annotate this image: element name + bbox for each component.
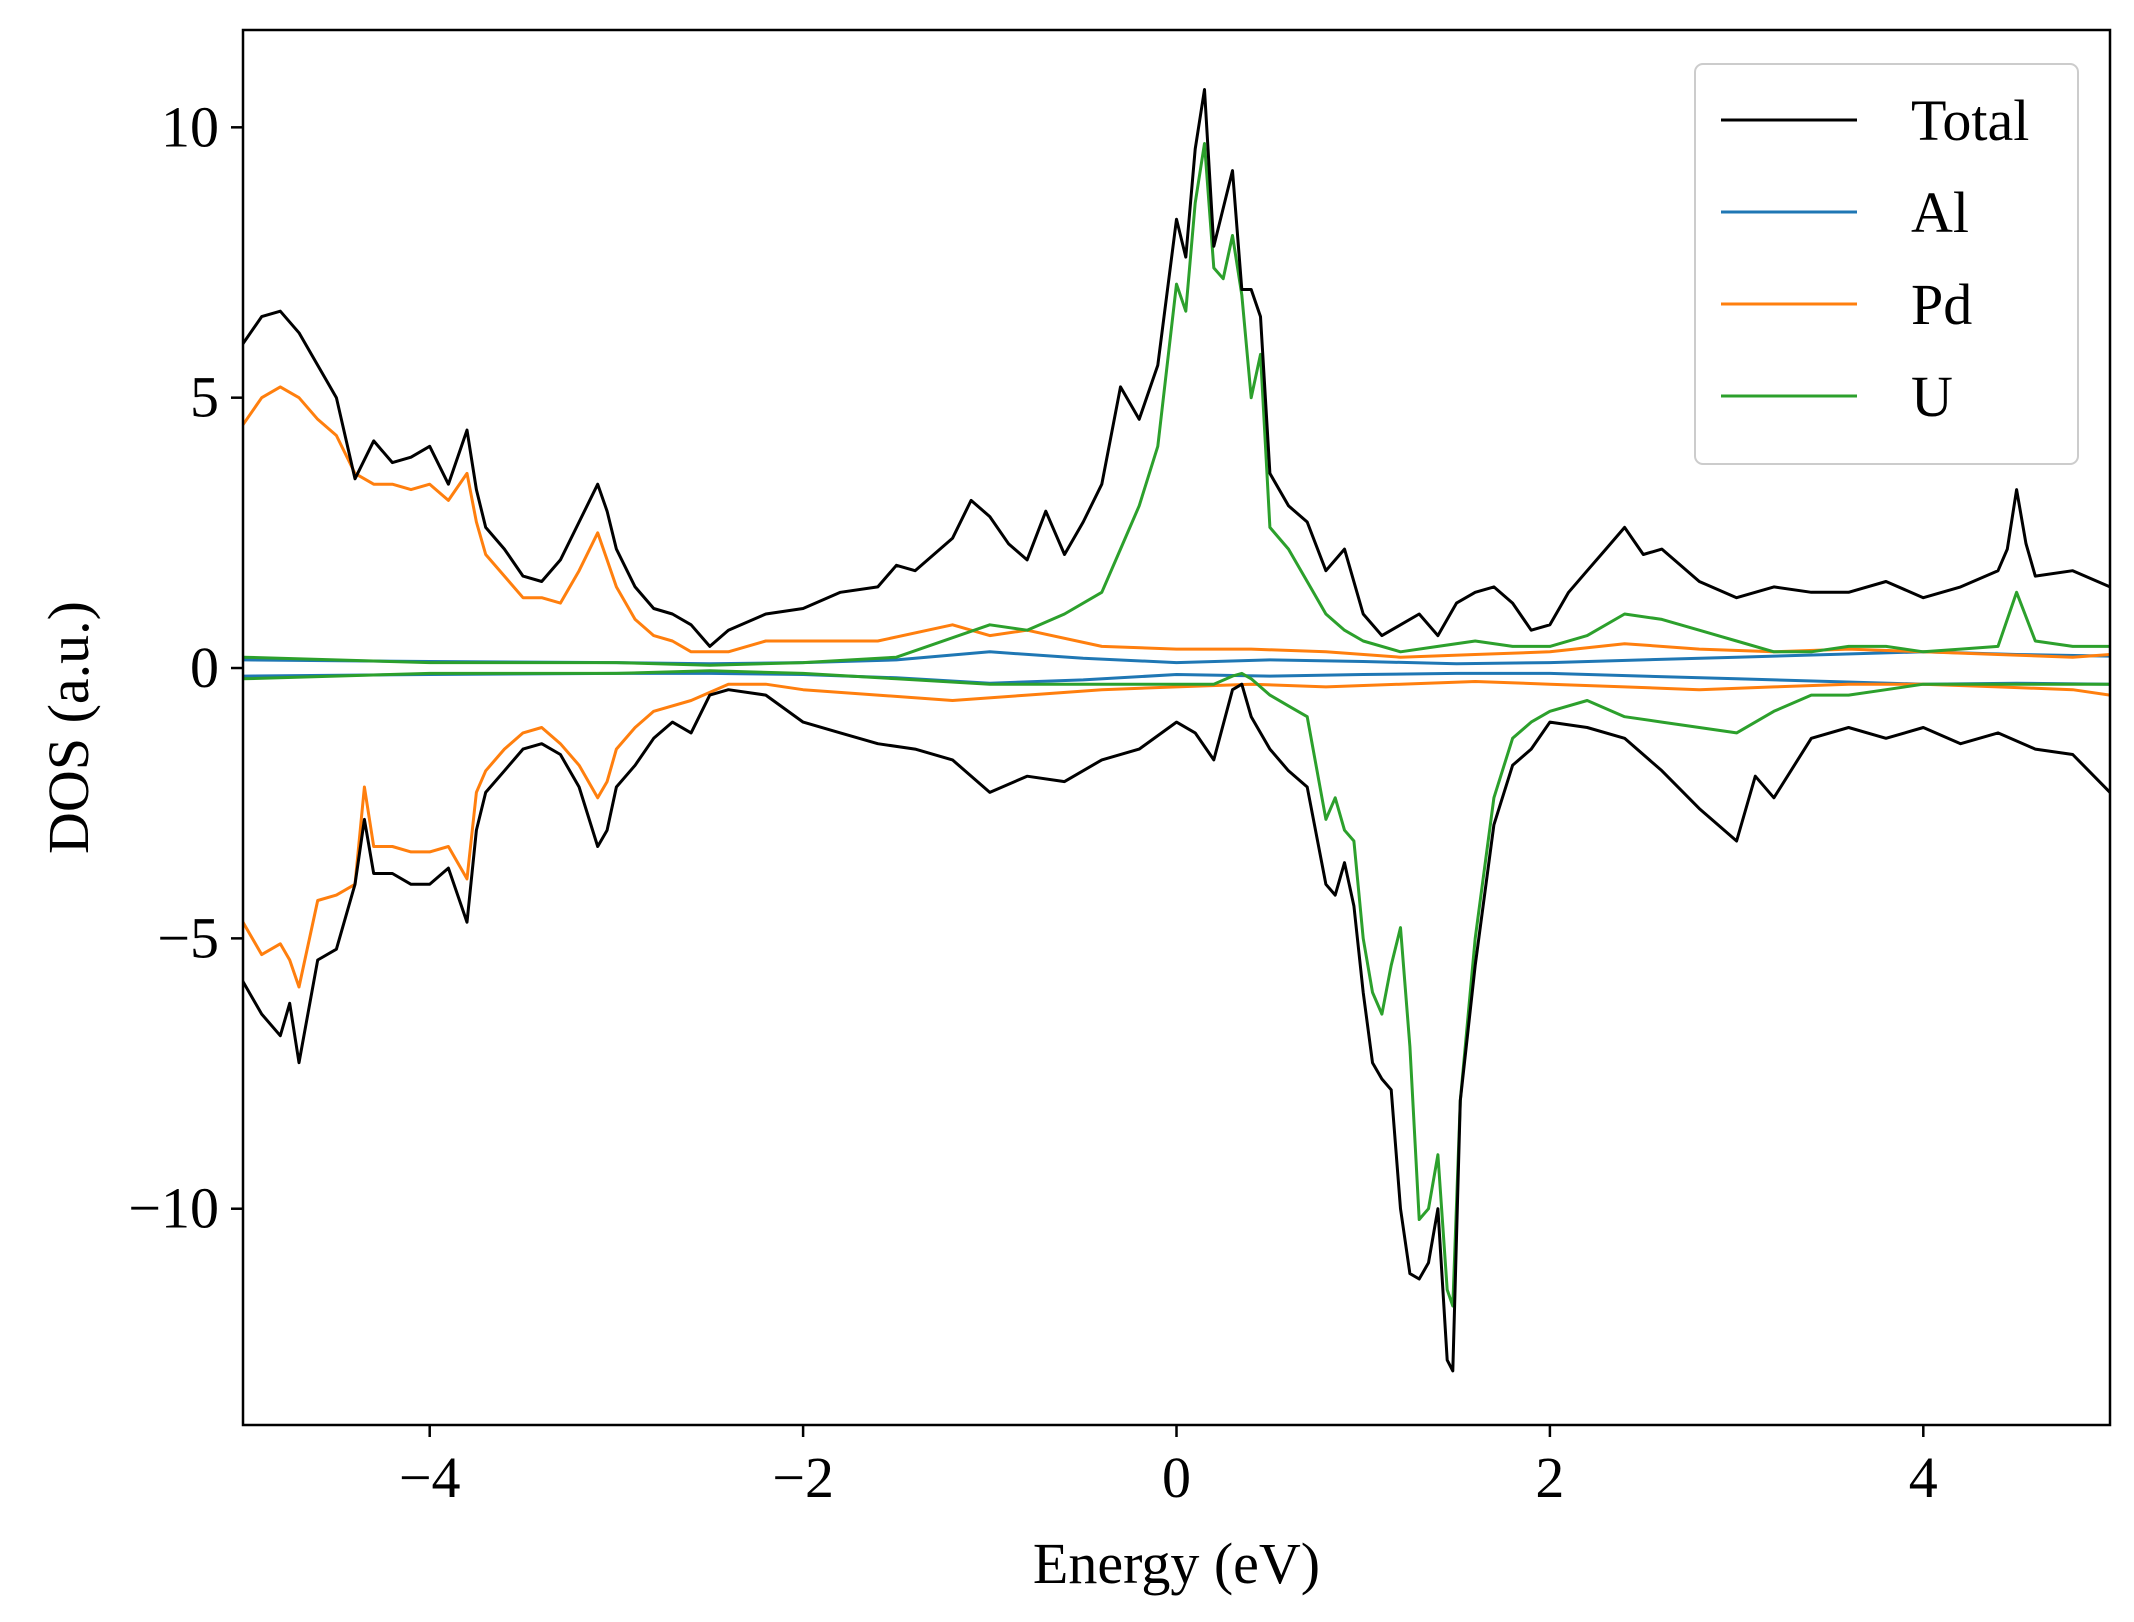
series-line-pd-spin-down <box>243 680 2110 989</box>
series-line-total-spin-down <box>243 682 2110 1373</box>
series-line-al-spin-up <box>243 650 2110 666</box>
series-line-u-spin-down <box>243 669 2110 1308</box>
x-tick-label: 4 <box>1909 1445 1938 1510</box>
series-line-u-spin-up <box>243 142 2110 667</box>
y-axis-label: DOS (a.u.) <box>36 601 101 854</box>
y-tick-label: −5 <box>157 905 219 970</box>
legend-label-u: U <box>1911 364 1953 429</box>
y-tick-label: 10 <box>161 94 219 159</box>
series-line-pd-spin-up <box>243 385 2110 659</box>
series-layer <box>243 88 2110 1373</box>
x-tick-label: −4 <box>399 1445 461 1510</box>
legend-label-al: Al <box>1911 180 1969 245</box>
x-tick-label: −2 <box>772 1445 834 1510</box>
axes-layer: −4 −2 0 2 4 10 5 0 −5 −10 <box>128 28 2112 1510</box>
x-axis-label: Energy (eV) <box>1033 1531 1320 1596</box>
legend-label-total: Total <box>1911 88 2029 153</box>
y-tick-label: −10 <box>128 1176 219 1241</box>
series-line-al-spin-down <box>243 671 2110 686</box>
y-tick-label: 0 <box>190 635 219 700</box>
series-line-total-spin-up <box>243 88 2110 648</box>
legend-label-pd: Pd <box>1911 272 1972 337</box>
legend-box <box>1694 63 2079 465</box>
x-tick-label: 2 <box>1535 1445 1564 1510</box>
legend: Total Al Pd U <box>1694 63 2079 465</box>
y-tick-label: 5 <box>190 365 219 430</box>
x-tick-label: 0 <box>1162 1445 1191 1510</box>
